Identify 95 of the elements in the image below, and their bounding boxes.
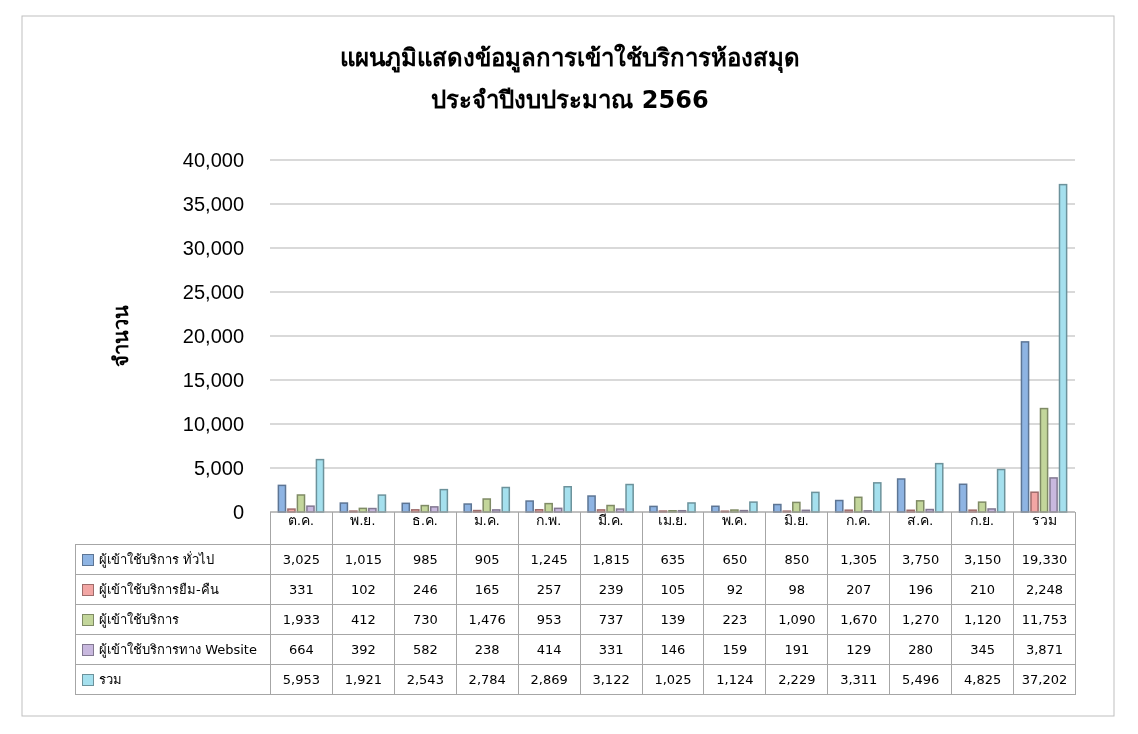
y-tick-label: 40,000	[182, 148, 244, 171]
data-label: 1,120	[951, 604, 1014, 634]
chart-subtitle: ประจำปีงบประมาณ 2566	[431, 86, 709, 114]
y-tick-label: 25,000	[182, 280, 244, 303]
x-tick-label: ต.ค.	[288, 512, 314, 529]
data-label: 985	[394, 544, 457, 574]
x-tick-label: มิ.ย.	[783, 512, 809, 529]
data-label: 5,953	[270, 664, 333, 694]
data-label: 280	[889, 634, 952, 664]
data-label: 1,025	[642, 664, 704, 694]
data-label: 412	[332, 604, 395, 634]
data-label: 191	[765, 634, 828, 664]
y-tick-label: 35,000	[182, 192, 244, 215]
data-label: 105	[642, 574, 704, 604]
data-label: 1,245	[518, 544, 581, 574]
data-label: 905	[456, 544, 519, 574]
y-tick-label: 30,000	[182, 236, 244, 259]
data-label: 2,248	[1013, 574, 1076, 604]
data-label: 3,311	[827, 664, 890, 694]
data-label: 331	[270, 574, 333, 604]
data-label: 146	[642, 634, 704, 664]
data-label: 664	[270, 634, 333, 664]
data-label: 1,670	[827, 604, 890, 634]
data-label: 92	[703, 574, 766, 604]
data-label: 238	[456, 634, 519, 664]
data-label: 1,815	[580, 544, 643, 574]
data-label: 2,784	[456, 664, 519, 694]
data-label: 1,933	[270, 604, 333, 634]
x-tick-label: เม.ย.	[657, 512, 688, 529]
data-label: 210	[951, 574, 1014, 604]
data-label: 1,921	[332, 664, 395, 694]
data-label: 392	[332, 634, 395, 664]
data-label: 730	[394, 604, 457, 634]
data-label: 11,753	[1013, 604, 1076, 634]
data-label: 3,025	[270, 544, 333, 574]
data-label: 2,229	[765, 664, 828, 694]
data-label: 257	[518, 574, 581, 604]
data-label: 159	[703, 634, 766, 664]
y-tick-label: 15,000	[182, 368, 244, 391]
legend-label: ผู้เข้าใช้บริการ ทั่วไป	[99, 551, 215, 567]
data-label: 1,476	[456, 604, 519, 634]
data-label: 207	[827, 574, 890, 604]
x-tick-label: มี.ค.	[597, 512, 624, 529]
data-label: 3,122	[580, 664, 643, 694]
data-label: 1,270	[889, 604, 952, 634]
legend-label: ผู้เข้าใช้บริการยืม-คืน	[99, 581, 219, 597]
data-label: 223	[703, 604, 766, 634]
y-axis-title: จำนวน	[109, 305, 133, 367]
data-label: 246	[394, 574, 457, 604]
data-label: 345	[951, 634, 1014, 664]
data-label: 129	[827, 634, 890, 664]
data-label: 582	[394, 634, 457, 664]
data-label: 5,496	[889, 664, 952, 694]
data-label: 19,330	[1013, 544, 1076, 574]
y-tick-label: 10,000	[182, 412, 244, 435]
chart-title: แผนภูมิแสดงข้อมูลการเข้าใช้บริการห้องสมุด	[340, 43, 800, 74]
data-label: 165	[456, 574, 519, 604]
y-tick-label: 0	[232, 500, 244, 523]
data-label: 1,305	[827, 544, 890, 574]
data-label: 850	[765, 544, 828, 574]
data-label: 37,202	[1013, 664, 1076, 694]
data-label: 650	[703, 544, 766, 574]
data-label: 3,750	[889, 544, 952, 574]
data-label: 3,150	[951, 544, 1014, 574]
data-label: 635	[642, 544, 704, 574]
data-label: 102	[332, 574, 395, 604]
x-tick-label: ธ.ค.	[411, 512, 438, 529]
data-label: 196	[889, 574, 952, 604]
data-label: 2,543	[394, 664, 457, 694]
legend-label: ผู้เข้าใช้บริการ	[99, 611, 179, 627]
data-label: 1,090	[765, 604, 828, 634]
x-tick-label: ก.ค.	[845, 512, 871, 529]
data-label: 1,015	[332, 544, 395, 574]
data-label: 1,124	[703, 664, 766, 694]
y-tick-label: 5,000	[193, 456, 244, 479]
data-label: 239	[580, 574, 643, 604]
data-label: 3,871	[1013, 634, 1076, 664]
y-tick-label: 20,000	[182, 324, 244, 347]
x-tick-label: พ.ย.	[350, 512, 376, 529]
data-label: 737	[580, 604, 643, 634]
legend-label: รวม	[99, 671, 122, 687]
data-label: 2,869	[518, 664, 581, 694]
data-label: 98	[765, 574, 828, 604]
x-tick-label: ก.ย.	[970, 512, 995, 529]
x-tick-label: รวม	[1031, 512, 1057, 529]
data-label: 331	[580, 634, 643, 664]
data-label: 139	[642, 604, 704, 634]
data-label: 4,825	[951, 664, 1014, 694]
legend-label: ผู้เข้าใช้บริการทาง Website	[99, 641, 257, 657]
x-tick-label: ม.ค.	[473, 512, 500, 529]
x-tick-label: ก.พ.	[536, 512, 562, 529]
x-tick-label: ส.ค.	[907, 512, 934, 529]
data-label: 953	[518, 604, 581, 634]
data-label: 414	[518, 634, 581, 664]
x-tick-label: พ.ค.	[721, 512, 748, 529]
